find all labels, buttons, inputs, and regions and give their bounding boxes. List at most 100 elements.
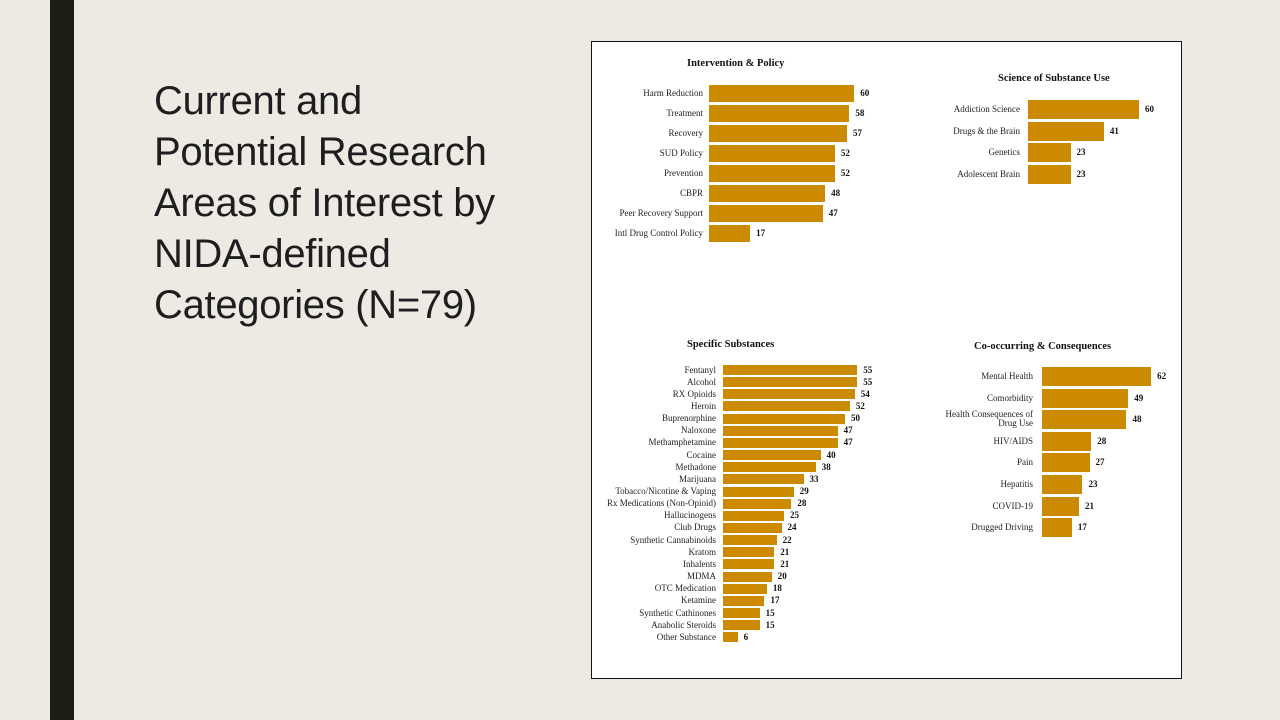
- data-label: 21: [780, 546, 790, 557]
- chart-title: Science of Substance Use: [998, 73, 1110, 84]
- data-label: 55: [863, 364, 873, 375]
- category-label: Marijuana: [679, 473, 716, 484]
- data-label: 21: [780, 558, 790, 569]
- chart-title: Intervention & Policy: [687, 58, 785, 69]
- bar: [723, 547, 775, 558]
- bar: [723, 498, 792, 509]
- data-label: 48: [1132, 414, 1142, 425]
- data-label: 18: [772, 583, 782, 594]
- category-label: Methamphetamine: [648, 437, 716, 448]
- data-label: 60: [1145, 104, 1154, 114]
- bar: [723, 632, 738, 643]
- bar: [1042, 518, 1072, 538]
- bar: [723, 595, 765, 606]
- slide-title: Current and Potential Research Areas of …: [154, 76, 574, 331]
- data-label: 17: [770, 595, 780, 606]
- data-label: 28: [1097, 435, 1107, 446]
- bar: [709, 105, 850, 122]
- category-label: HIV/AIDS: [993, 435, 1034, 446]
- bar: [1042, 475, 1083, 494]
- bar: [723, 425, 838, 436]
- category-label: Synthetic Cathinones: [639, 607, 716, 618]
- data-label: 52: [840, 148, 850, 158]
- data-label: 49: [1134, 392, 1144, 403]
- bar: [723, 437, 838, 448]
- data-label: 28: [797, 498, 807, 509]
- category-label: Club Drugs: [674, 522, 716, 533]
- data-label: 25: [790, 510, 799, 521]
- category-label: Addiction Science: [953, 104, 1020, 114]
- category-label: Synthetic Cannabinoids: [630, 534, 716, 545]
- data-label: 23: [1088, 479, 1098, 489]
- bar: [1042, 453, 1090, 473]
- bar: [1042, 388, 1129, 408]
- category-label: Alcohol: [687, 376, 716, 387]
- data-label: 22: [782, 534, 792, 545]
- data-label: 55: [863, 376, 873, 387]
- chart-title: Specific Substances: [687, 339, 775, 350]
- category-label: Pain: [1016, 457, 1033, 468]
- data-label: 40: [826, 449, 836, 460]
- data-label: 24: [787, 522, 797, 533]
- bar: [723, 559, 775, 570]
- title-line: Categories (N=79): [154, 283, 477, 327]
- bar: [709, 165, 835, 182]
- bar: [709, 125, 847, 142]
- data-label: 54: [860, 388, 870, 399]
- category-label: Treatment: [666, 108, 703, 118]
- category-label: Harm Reduction: [643, 88, 703, 98]
- category-label: Tobacco/Nicotine & Vaping: [615, 486, 716, 496]
- category-label: Inhalents: [683, 558, 716, 569]
- bar: [1042, 410, 1127, 430]
- data-label: 57: [852, 128, 862, 138]
- category-label: Mental Health: [981, 371, 1033, 381]
- category-label: RX Opioids: [672, 388, 716, 399]
- data-label: 47: [843, 425, 853, 436]
- data-label: 48: [831, 188, 841, 198]
- category-label: Adolescent Brain: [957, 168, 1020, 179]
- bar: [723, 413, 845, 424]
- title-line: Areas of Interest by: [154, 181, 495, 225]
- bar: [723, 535, 777, 546]
- data-label: 50: [851, 413, 860, 424]
- bar: [723, 620, 760, 631]
- category-label: Cocaine: [686, 449, 717, 460]
- bar: [1042, 496, 1079, 516]
- category-label: Genetics: [988, 147, 1021, 157]
- data-label: 60: [860, 88, 870, 98]
- category-label: Drugged Driving: [971, 522, 1033, 533]
- bar: [723, 522, 782, 533]
- data-label: 52: [840, 168, 850, 178]
- bar: [723, 608, 760, 618]
- bar: [723, 486, 794, 497]
- bar: [723, 401, 850, 412]
- bar: [1028, 164, 1071, 184]
- category-label: Fentanyl: [684, 364, 717, 375]
- bar: [723, 450, 821, 461]
- bar: [709, 145, 835, 162]
- data-label: 52: [855, 400, 865, 411]
- bar: [1028, 100, 1139, 119]
- category-label: MDMA: [686, 571, 716, 582]
- category-label: CBPR: [679, 188, 703, 198]
- data-label: 21: [1084, 500, 1094, 511]
- bar: [709, 225, 751, 242]
- category-label: Heroin: [691, 400, 716, 411]
- category-label: Ketamine: [681, 595, 716, 606]
- bar: [723, 389, 855, 400]
- data-label: 23: [1076, 168, 1086, 179]
- bar: [709, 85, 855, 102]
- category-label: Peer Recovery Support: [619, 208, 703, 218]
- chart-image-frame: Intervention & Policy Harm Reduction 60 Tr…: [591, 41, 1182, 679]
- category-label: Comorbidity: [986, 392, 1033, 403]
- bar: [1028, 121, 1104, 141]
- category-label: Rx Medications (Non-Opioid): [607, 498, 716, 509]
- title-line: Potential Research: [154, 130, 487, 174]
- bar: [723, 571, 772, 582]
- data-label: 58: [855, 108, 865, 118]
- bar: [709, 185, 826, 202]
- category-label: Anabolic Steroids: [651, 619, 716, 630]
- chart-title: Co-occurring & Consequences: [974, 341, 1112, 352]
- data-label: 27: [1095, 457, 1105, 468]
- category-label: SUD Policy: [659, 148, 703, 158]
